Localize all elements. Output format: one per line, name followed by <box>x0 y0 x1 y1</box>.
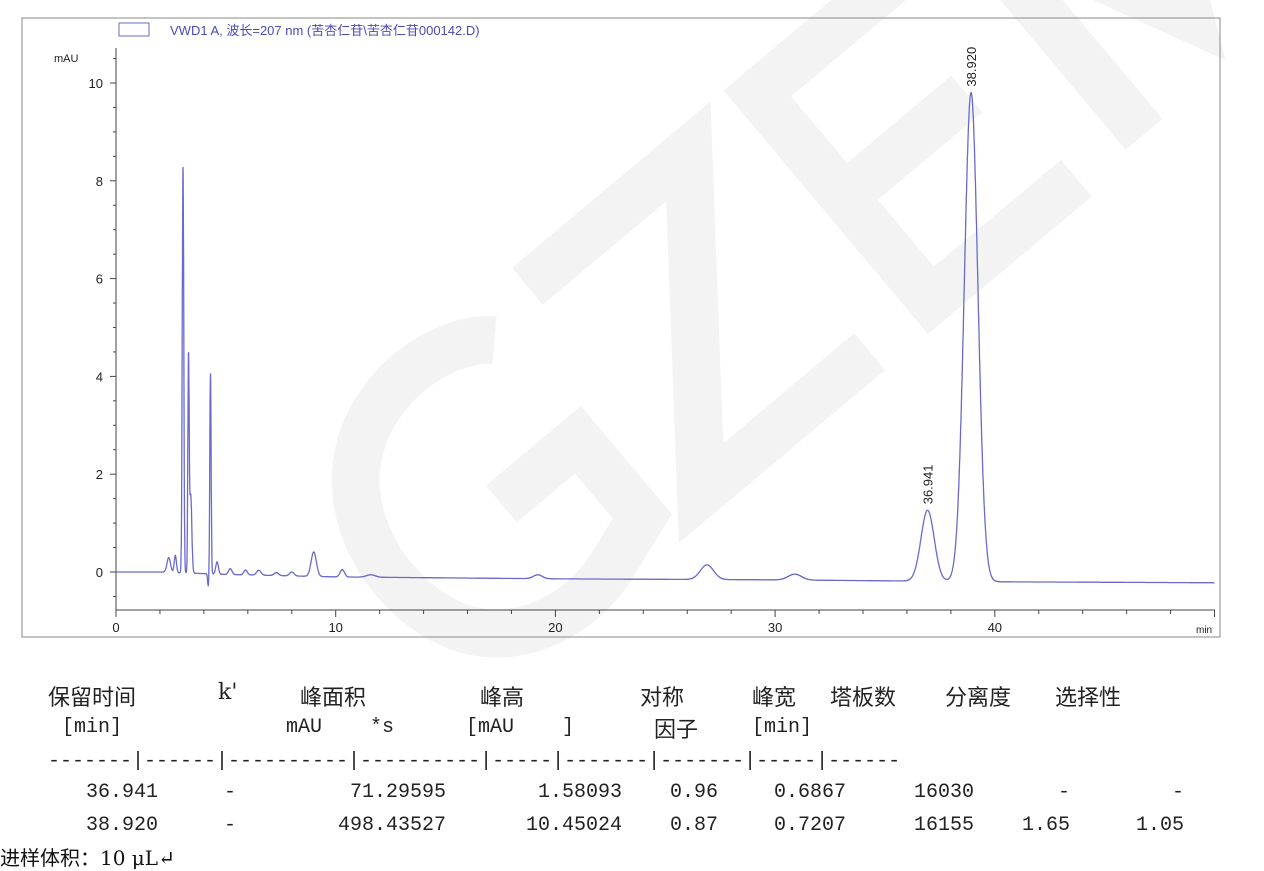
legend-text: VWD1 A, 波长=207 nm (苦杏仁苷\苦杏仁苷000142.D) <box>170 23 480 38</box>
table-cell: 38.920 <box>85 814 158 837</box>
injection-volume-note: 进样体积：10 μL↵ <box>0 846 175 870</box>
table-cell: - <box>1057 781 1070 804</box>
x-tick-label: 40 <box>988 620 1002 635</box>
table-cell: - <box>223 781 236 804</box>
column-subheader: mAU *s <box>286 716 395 739</box>
column-header: 分离度 <box>945 686 1012 711</box>
table-cell: 498.43527 <box>337 814 446 837</box>
peak-label: 36.941 <box>921 465 936 505</box>
table-separator: -------|------|----------|----------|---… <box>48 750 901 773</box>
peak-label: 38.920 <box>964 47 979 87</box>
watermark-letter-g <box>331 316 672 658</box>
table-cell: 0.6867 <box>773 781 846 804</box>
table-cell: 0.87 <box>669 814 718 837</box>
column-subheader: [min] <box>62 716 123 739</box>
column-header: 保留时间 <box>48 686 137 711</box>
table-cell: 1.65 <box>1021 814 1070 837</box>
legend-swatch <box>118 22 150 37</box>
watermark-graphic <box>331 0 1264 658</box>
column-header: 峰宽 <box>752 686 797 711</box>
column-subheader: [mAU ] <box>466 716 575 739</box>
watermark-letter-z <box>512 101 886 544</box>
y-tick-label: 10 <box>89 76 103 91</box>
table-cell: - <box>1171 781 1184 804</box>
table-cell: 0.96 <box>669 781 718 804</box>
y-tick-label: 4 <box>96 369 103 384</box>
table-cell: 16030 <box>913 781 974 804</box>
column-header: 选择性 <box>1055 686 1122 711</box>
chromatogram-trace <box>116 91 1215 588</box>
table-cell: 1.58093 <box>537 781 622 804</box>
column-header: 峰面积 <box>300 686 367 711</box>
table-cell: 0.7207 <box>773 814 846 837</box>
table-cell: 71.29595 <box>349 781 446 804</box>
table-cell: 16155 <box>913 814 974 837</box>
y-axis-label: mAU <box>54 53 79 65</box>
table-cell: 1.05 <box>1135 814 1184 837</box>
y-tick-label: 0 <box>96 565 103 580</box>
plot-frame <box>21 17 1221 638</box>
column-header: 峰高 <box>480 686 525 711</box>
column-subheader: 因子 <box>654 718 699 743</box>
x-tick-label: 0 <box>112 620 119 635</box>
y-tick-label: 8 <box>96 174 103 189</box>
column-header: 塔板数 <box>830 686 897 711</box>
x-tick-label: 10 <box>328 620 342 635</box>
x-axis-label: min <box>1196 625 1212 636</box>
table-cell: 10.45024 <box>525 814 622 837</box>
x-tick-label: 30 <box>768 620 782 635</box>
y-tick-label: 6 <box>96 272 103 287</box>
column-subheader: [min] <box>752 716 813 739</box>
watermark-letter-m <box>939 0 1264 150</box>
column-header: 对称 <box>640 686 685 711</box>
table-cell: - <box>223 814 236 837</box>
table-cell: 36.941 <box>85 781 158 804</box>
watermark-letter-e <box>723 0 1092 335</box>
column-header: k' <box>218 680 238 705</box>
x-tick-label: 20 <box>548 620 562 635</box>
y-tick-label: 2 <box>96 467 103 482</box>
